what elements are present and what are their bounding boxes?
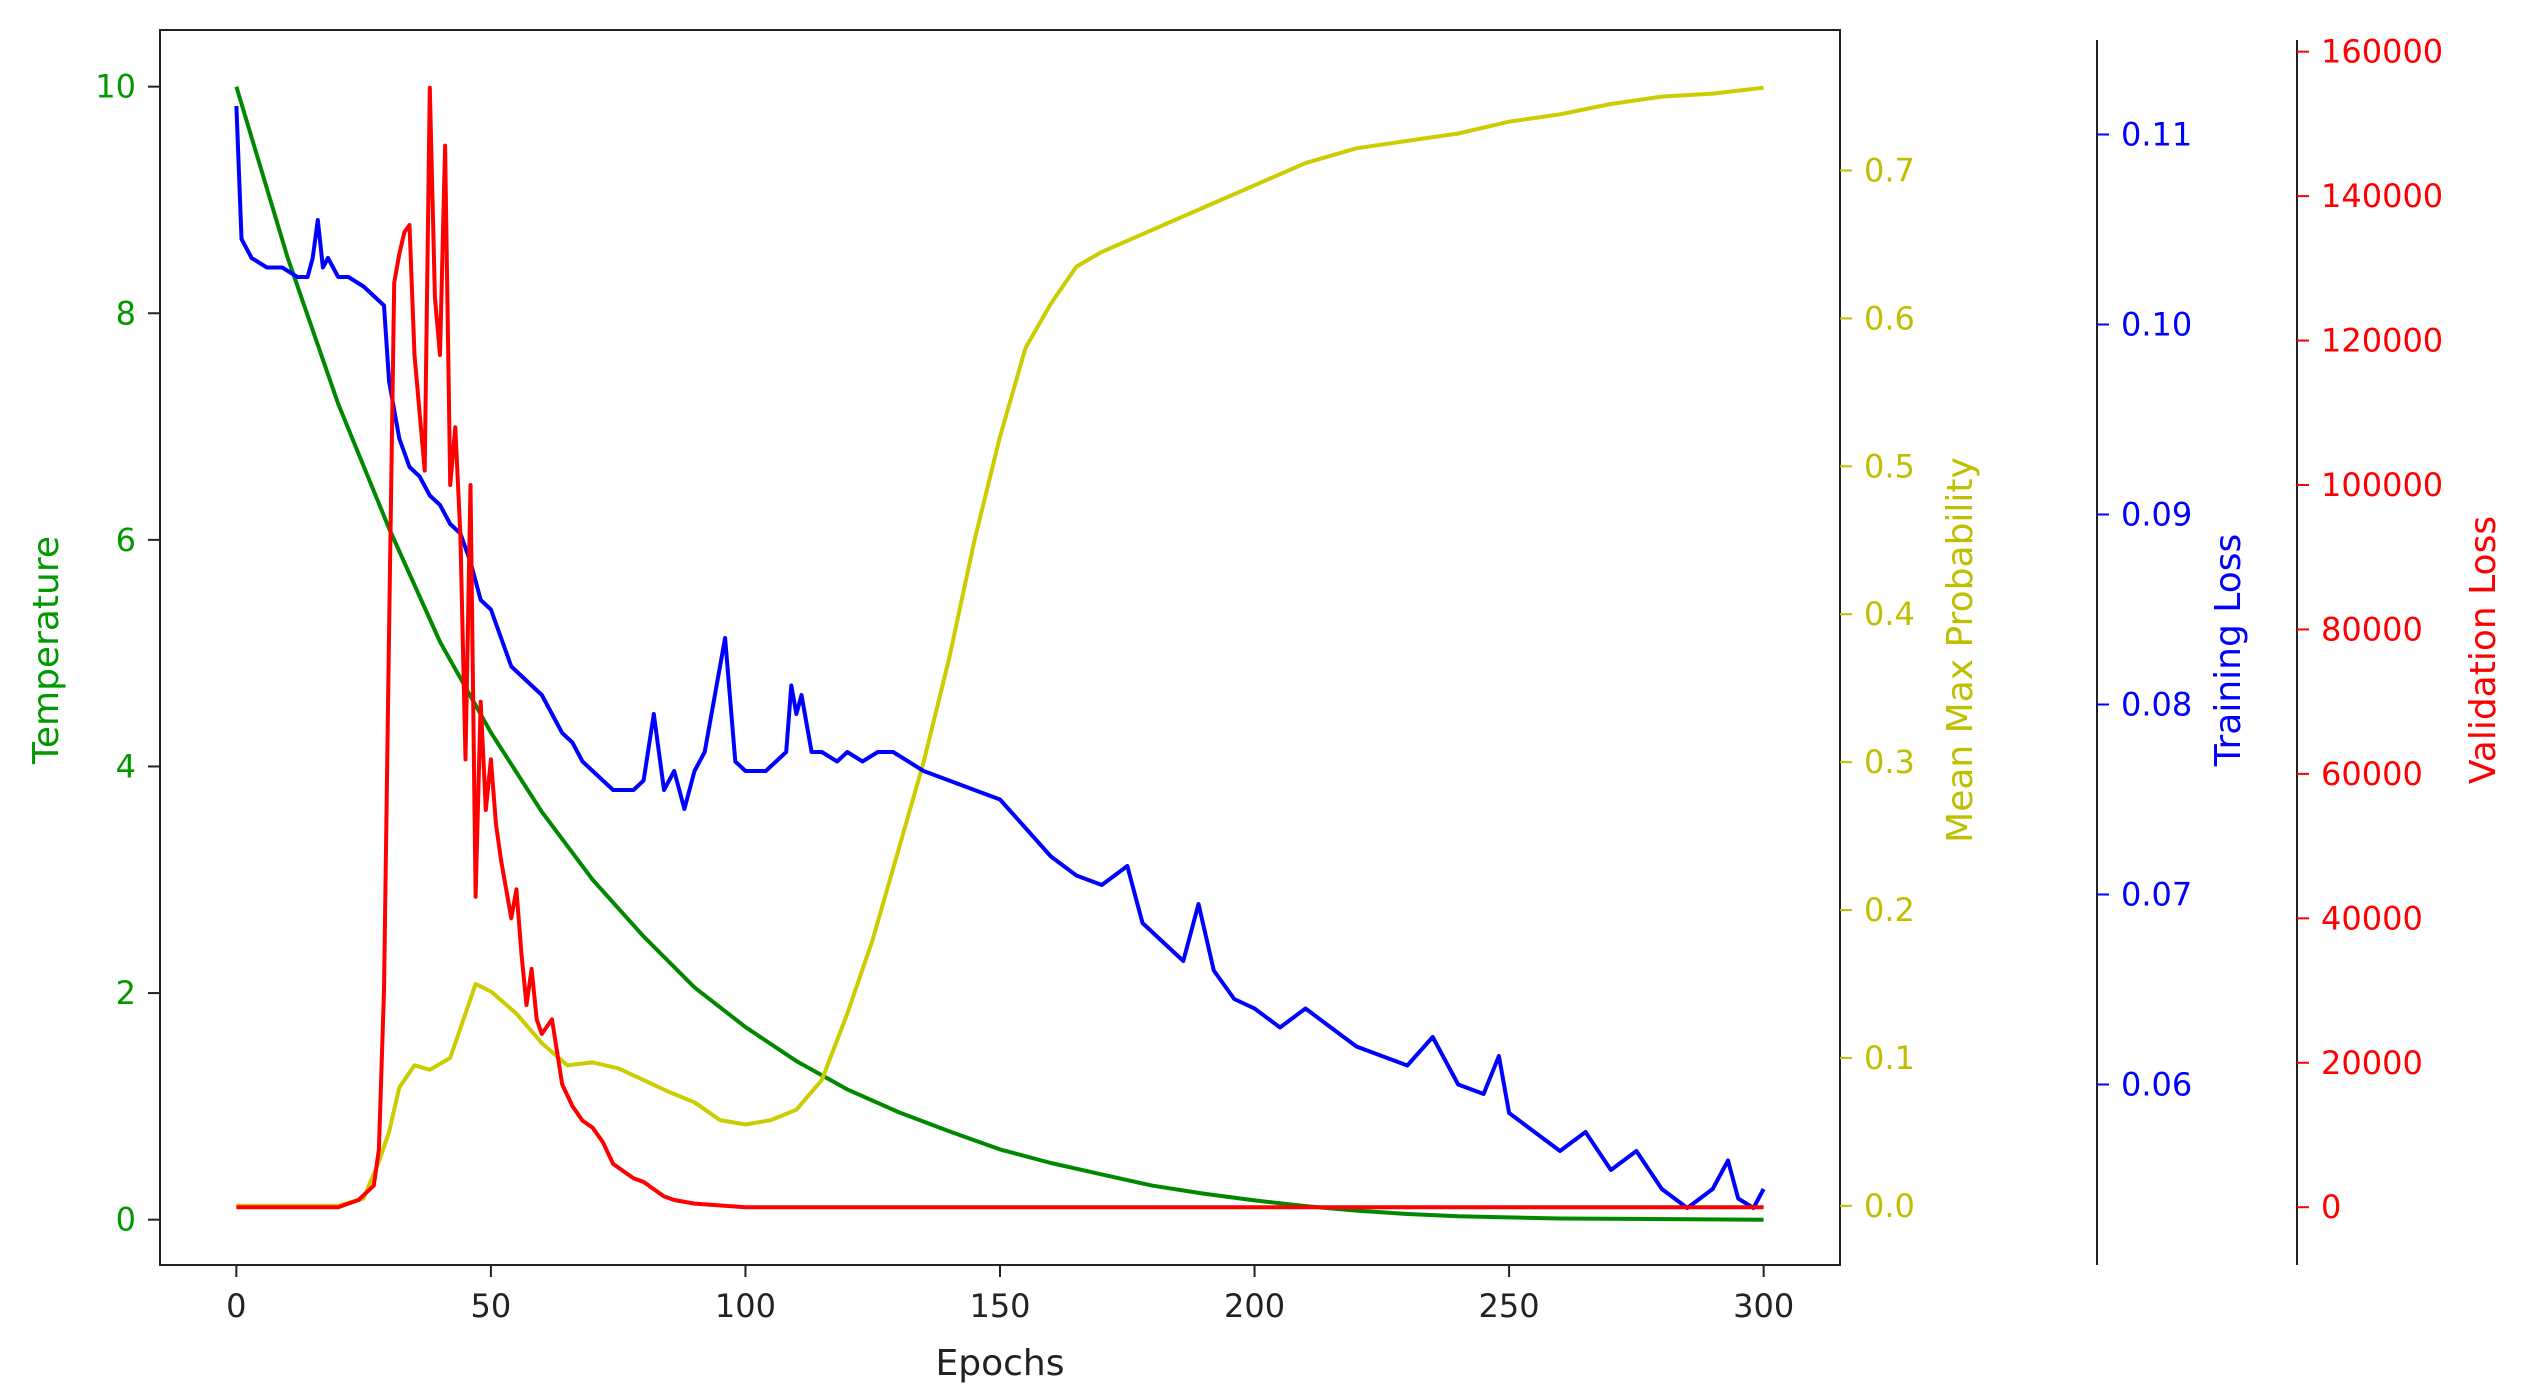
training-loss-tick-label: 0.10 [2121,306,2192,344]
x-axis-label: Epochs [936,1343,1065,1384]
training-loss-tick-label: 0.06 [2121,1066,2192,1104]
temperature-tick-label: 10 [95,68,136,106]
x-tick-label: 250 [1479,1287,1540,1325]
mean-max-probability-tick-label: 0.1 [1864,1039,1915,1077]
validation-loss-tick-label: 100000 [2321,466,2443,504]
x-tick-label: 100 [715,1287,776,1325]
training-loss-series-line [234,105,1766,1210]
mean-max-probability-tick-label: 0.0 [1864,1187,1915,1225]
x-tick-label: 50 [471,1287,512,1325]
validation-loss-tick-label: 120000 [2321,322,2443,360]
mean-max-probability-tick-label: 0.3 [1864,743,1915,781]
validation-loss-series-line [236,85,1764,1210]
validation-loss-tick-label: 80000 [2321,610,2423,648]
temperature-tick-label: 2 [116,974,136,1012]
validation-loss-tick-label: 20000 [2321,1044,2423,1082]
temperature-tick-label: 0 [116,1201,136,1239]
training-loss-tick-label: 0.07 [2121,876,2192,914]
validation-loss-axis-label: Validation Loss [2463,516,2504,784]
validation-loss-tick-label: 40000 [2321,899,2423,937]
temperature-tick-label: 4 [116,747,136,785]
mean-max-probability-tick-label: 0.6 [1864,299,1915,337]
validation-loss-tick-label: 0 [2321,1188,2341,1226]
validation-loss-tick-label: 160000 [2321,33,2443,71]
training-loss-tick-label: 0.08 [2121,686,2192,724]
mean-max-probability-tick-label: 0.7 [1864,152,1915,190]
temperature-tick-label: 6 [116,521,136,559]
mean-max-probability-tick-label: 0.2 [1864,891,1915,929]
training-loss-tick-label: 0.09 [2121,496,2192,534]
temperature-axis-label: Temperature [26,536,67,765]
mean-max-probability-series-line [236,85,1764,1208]
training-loss-tick-label: 0.11 [2121,116,2192,154]
x-tick-label: 150 [969,1287,1030,1325]
validation-loss-tick-label: 60000 [2321,755,2423,793]
mean-max-probability-tick-label: 0.5 [1864,447,1915,485]
x-tick-label: 200 [1224,1287,1285,1325]
x-tick-label: 300 [1733,1287,1794,1325]
mean-max-probability-axis-label: Mean Max Probability [1940,457,1981,843]
mean-max-probability-tick-label: 0.4 [1864,595,1915,633]
plot-frame [159,29,1841,1266]
training-loss-axis-label: Training Loss [2208,534,2249,767]
temperature-tick-label: 8 [116,294,136,332]
x-tick-label: 0 [226,1287,246,1325]
validation-loss-tick-label: 140000 [2321,177,2443,215]
